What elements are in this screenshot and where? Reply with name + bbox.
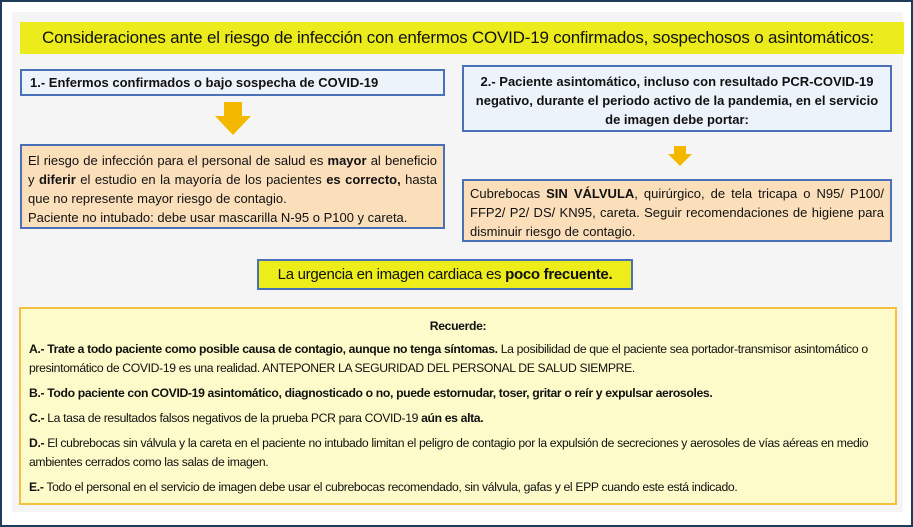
reminder-item-e: E.- Todo el personal en el servicio de i…: [29, 478, 887, 497]
item-bold: Todo paciente con COVID-19 asintomático,…: [44, 386, 713, 400]
text-segment: El riesgo de infección para el personal …: [28, 153, 328, 168]
urgency-emphasis: poco frecuente.: [505, 266, 613, 283]
down-arrow-icon: [215, 102, 251, 135]
down-arrow-icon: [668, 146, 692, 166]
text-segment: , quirúrgico, de tela tricapa o N95/ P10…: [470, 186, 884, 239]
item-label: D.-: [29, 436, 45, 450]
text-segment: mayor: [327, 153, 367, 168]
left-body-box: El riesgo de infección para el personal …: [20, 144, 445, 229]
item-bold: Trate a todo paciente como posible causa…: [44, 342, 498, 356]
text-segment: al beneficio y: [28, 153, 438, 187]
left-header-box: 1.- Enfermos confirmados o bajo sospecha…: [20, 69, 445, 96]
item-label: C.-: [29, 411, 45, 425]
reminder-heading: Recuerde:: [429, 319, 487, 333]
item-text: La posibilidad de que el paciente sea po…: [29, 342, 868, 375]
item-text: La tasa de resultados falsos negativos d…: [44, 411, 422, 425]
item-bold: aún es alta.: [421, 411, 484, 425]
urgency-text: La urgencia en imagen cardiaca es: [277, 266, 506, 283]
item-label: E.-: [29, 480, 44, 494]
reminder-item-c: C.- La tasa de resultados falsos negativ…: [29, 409, 887, 428]
right-body-box: Cubrebocas SIN VÁLVULA, quirúrgico, de t…: [462, 179, 892, 242]
main-title: Consideraciones ante el riesgo de infecc…: [20, 22, 904, 54]
text-segment: Paciente no intubado: debe usar mascaril…: [28, 210, 408, 225]
text-segment: es correcto,: [326, 172, 401, 187]
text-segment: diferir: [38, 172, 76, 187]
reminder-box: Recuerde: A.- Trate a todo paciente como…: [19, 307, 897, 505]
text-segment: SIN VÁLVULA: [546, 186, 635, 201]
right-header-box: 2.- Paciente asintomático, incluso con r…: [462, 65, 892, 132]
item-text: Todo el personal en el servicio de image…: [43, 480, 738, 494]
item-label: B.-: [29, 386, 45, 400]
text-segment: hasta que no represente mayor riesgo de …: [28, 172, 437, 206]
urgency-box: La urgencia en imagen cardiaca es poco f…: [257, 259, 633, 290]
reminder-item-d: D.- El cubrebocas sin válvula y la caret…: [29, 434, 887, 472]
reminder-item-b: B.- Todo paciente con COVID-19 asintomát…: [29, 384, 887, 403]
reminder-item-a: A.- Trate a todo paciente como posible c…: [29, 340, 887, 378]
item-text: El cubrebocas sin válvula y la careta en…: [29, 436, 869, 469]
text-segment: Cubrebocas: [470, 186, 547, 201]
text-segment: el estudio en la mayoría de los paciente…: [75, 172, 327, 187]
item-label: A.-: [29, 342, 45, 356]
